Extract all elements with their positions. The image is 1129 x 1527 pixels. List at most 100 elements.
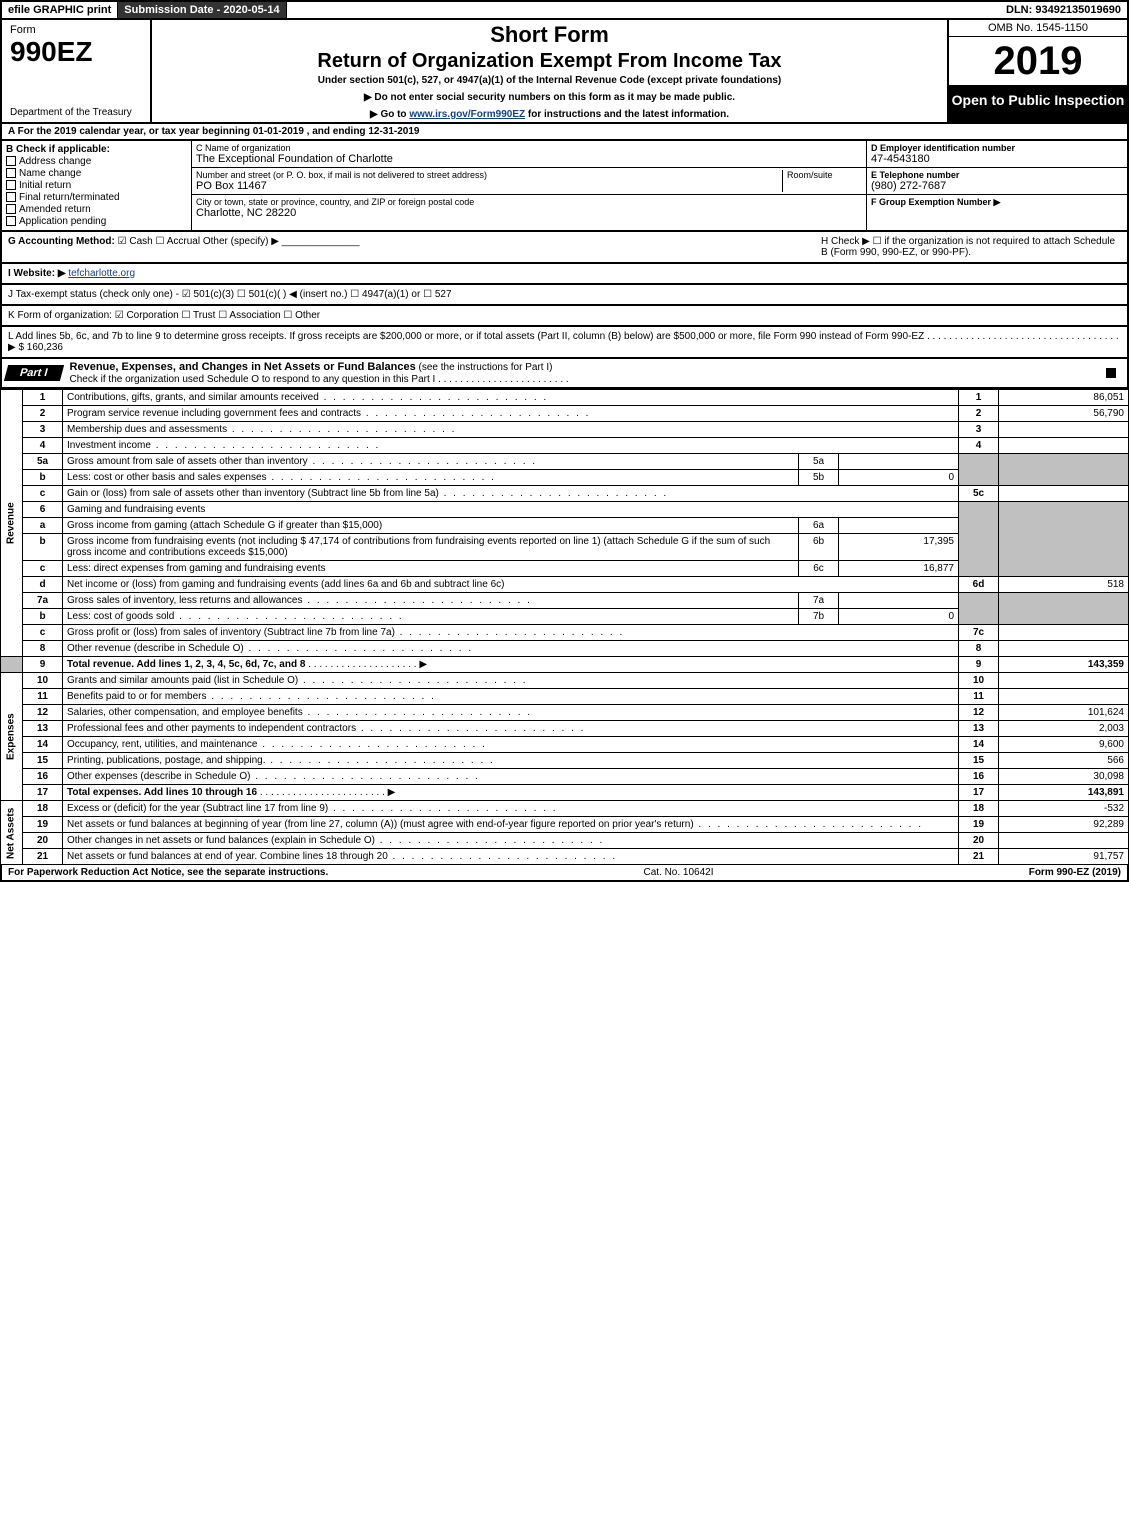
part1-checkbox[interactable] [1106, 367, 1127, 379]
val-6a [839, 518, 959, 534]
efile-print[interactable]: efile GRAPHIC print [2, 2, 118, 18]
do-not-enter: ▶ Do not enter social security numbers o… [158, 92, 941, 103]
under-section: Under section 501(c), 527, or 4947(a)(1)… [158, 75, 941, 86]
desc-6: Gaming and fundraising events [63, 502, 959, 518]
desc-10: Grants and similar amounts paid (list in… [63, 673, 959, 689]
desc-7c: Gross profit or (loss) from sales of inv… [63, 625, 959, 641]
check-amended-return[interactable]: Amended return [6, 204, 187, 215]
page-footer: For Paperwork Reduction Act Notice, see … [0, 865, 1129, 882]
top-bar: efile GRAPHIC print Submission Date - 20… [0, 0, 1129, 20]
desc-6c: Less: direct expenses from gaming and fu… [63, 561, 799, 577]
row-g-h: G Accounting Method: ☑ Cash ☐ Accrual Ot… [0, 232, 1129, 264]
desc-6b: Gross income from fundraising events (no… [63, 534, 799, 561]
desc-3: Membership dues and assessments [63, 422, 959, 438]
header-right: OMB No. 1545-1150 2019 Open to Public In… [947, 20, 1127, 122]
org-name: The Exceptional Foundation of Charlotte [196, 153, 862, 165]
desc-8: Other revenue (describe in Schedule O) [63, 641, 959, 657]
row-i: I Website: ▶ tefcharlotte.org [0, 264, 1129, 285]
check-final-return[interactable]: Final return/terminated [6, 192, 187, 203]
desc-13: Professional fees and other payments to … [63, 721, 959, 737]
side-net-assets: Net Assets [1, 801, 23, 865]
part1-title: Revenue, Expenses, and Changes in Net As… [62, 359, 1106, 387]
desc-12: Salaries, other compensation, and employ… [63, 705, 959, 721]
desc-5b: Less: cost or other basis and sales expe… [63, 470, 799, 486]
short-form-title: Short Form [158, 22, 941, 48]
box-b-title: B Check if applicable: [6, 144, 187, 155]
check-other[interactable]: Other (specify) ▶ ______________ [203, 236, 360, 247]
lbl-website: I Website: ▶ [8, 268, 66, 279]
check-name-change[interactable]: Name change [6, 168, 187, 179]
val-21: 91,757 [999, 849, 1129, 865]
open-to-public: Open to Public Inspection [949, 86, 1127, 122]
val-2: 56,790 [999, 406, 1129, 422]
side-revenue: Revenue [1, 390, 23, 657]
goto-post: for instructions and the latest informat… [525, 109, 729, 120]
val-14: 9,600 [999, 737, 1129, 753]
footer-left: For Paperwork Reduction Act Notice, see … [8, 867, 328, 878]
omb-number: OMB No. 1545-1150 [949, 20, 1127, 37]
check-initial-return[interactable]: Initial return [6, 180, 187, 191]
ln-1: 1 [23, 390, 63, 406]
val-7c [999, 625, 1129, 641]
goto-pre: ▶ Go to [370, 109, 409, 120]
val-7b: 0 [839, 609, 959, 625]
val-12: 101,624 [999, 705, 1129, 721]
desc-2: Program service revenue including govern… [63, 406, 959, 422]
lbl-accounting: G Accounting Method: [8, 236, 115, 247]
dept-treasury: Department of the Treasury [10, 107, 142, 118]
part1-header: Part I Revenue, Expenses, and Changes in… [0, 359, 1129, 389]
desc-5c: Gain or (loss) from sale of assets other… [63, 486, 959, 502]
val-6d: 518 [999, 577, 1129, 593]
val-5a [839, 454, 959, 470]
form-number: 990EZ [10, 36, 142, 68]
val-6b: 17,395 [839, 534, 959, 561]
val-3 [999, 422, 1129, 438]
check-accrual[interactable]: ☐ Accrual [156, 236, 201, 247]
box-def: D Employer identification number 47-4543… [867, 141, 1127, 230]
desc-6a: Gross income from gaming (attach Schedul… [63, 518, 799, 534]
row-h: H Check ▶ ☐ if the organization is not r… [821, 236, 1121, 258]
part1-table: Revenue 1Contributions, gifts, grants, a… [0, 389, 1129, 865]
desc-16: Other expenses (describe in Schedule O) [63, 769, 959, 785]
part-label: Part I [4, 365, 64, 381]
org-city: Charlotte, NC 28220 [196, 207, 862, 219]
lbl-address: Number and street (or P. O. box, if mail… [196, 170, 782, 180]
val-5c [999, 486, 1129, 502]
footer-mid: Cat. No. 10642I [643, 867, 713, 878]
header-left: Form 990EZ Department of the Treasury [2, 20, 152, 122]
val-15: 566 [999, 753, 1129, 769]
org-address: PO Box 11467 [196, 180, 782, 192]
check-address-change[interactable]: Address change [6, 156, 187, 167]
desc-18: Excess or (deficit) for the year (Subtra… [63, 801, 959, 817]
check-application-pending[interactable]: Application pending [6, 216, 187, 227]
val-6c: 16,877 [839, 561, 959, 577]
desc-21: Net assets or fund balances at end of ye… [63, 849, 959, 865]
lbl-city: City or town, state or province, country… [196, 197, 862, 207]
org-block: B Check if applicable: Address change Na… [0, 141, 1129, 232]
desc-20: Other changes in net assets or fund bala… [63, 833, 959, 849]
val-10 [999, 673, 1129, 689]
header-mid: Short Form Return of Organization Exempt… [152, 20, 947, 122]
row-l: L Add lines 5b, 6c, and 7b to line 9 to … [0, 327, 1129, 359]
irs-link[interactable]: www.irs.gov/Form990EZ [409, 109, 525, 120]
val-8 [999, 641, 1129, 657]
desc-7a: Gross sales of inventory, less returns a… [63, 593, 799, 609]
desc-15: Printing, publications, postage, and shi… [63, 753, 959, 769]
ein: 47-4543180 [871, 153, 1123, 165]
tax-year: 2019 [949, 37, 1127, 86]
lbl-ein: D Employer identification number [871, 143, 1123, 153]
form-label: Form [10, 24, 142, 36]
website-link[interactable]: tefcharlotte.org [68, 268, 135, 279]
val-9: 143,359 [999, 657, 1129, 673]
val-17: 143,891 [999, 785, 1129, 801]
goto-line: ▶ Go to www.irs.gov/Form990EZ for instru… [158, 109, 941, 120]
val-13: 2,003 [999, 721, 1129, 737]
val-5b: 0 [839, 470, 959, 486]
submission-date: Submission Date - 2020-05-14 [118, 2, 286, 18]
row-a-taxyear: A For the 2019 calendar year, or tax yea… [0, 124, 1129, 141]
val-16: 30,098 [999, 769, 1129, 785]
val-4 [999, 438, 1129, 454]
check-cash[interactable]: ☑ Cash [118, 236, 153, 247]
desc-14: Occupancy, rent, utilities, and maintena… [63, 737, 959, 753]
desc-9: Total revenue. Add lines 1, 2, 3, 4, 5c,… [63, 657, 959, 673]
